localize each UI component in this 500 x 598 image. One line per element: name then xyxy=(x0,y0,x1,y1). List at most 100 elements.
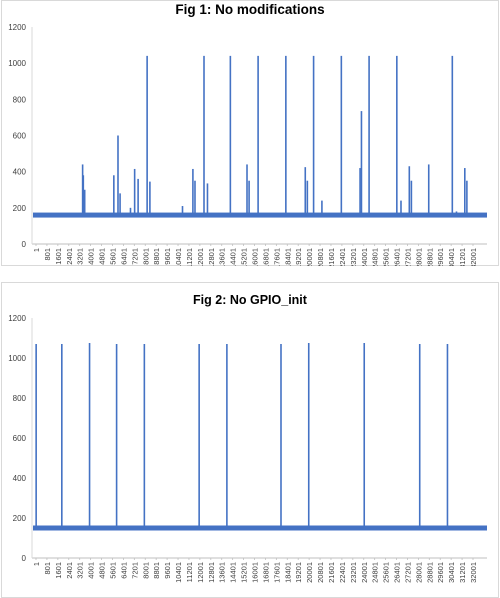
x-tick-label: 1 xyxy=(32,562,41,566)
x-tick-label: 21601 xyxy=(327,248,336,266)
series-baseline xyxy=(33,212,487,218)
x-tick-label: 7201 xyxy=(130,248,139,265)
x-tick-label: 25601 xyxy=(382,248,391,266)
y-tick-label: 1200 xyxy=(8,314,26,323)
x-tick-label: 22401 xyxy=(338,248,347,266)
y-tick-label: 400 xyxy=(13,168,27,177)
x-tick-label: 1601 xyxy=(54,248,63,265)
x-tick-label: 31201 xyxy=(458,248,467,266)
x-tick-label: 24801 xyxy=(371,248,380,266)
x-tick-label: 12001 xyxy=(196,562,205,583)
y-tick-label: 600 xyxy=(13,132,27,141)
x-tick-label: 14401 xyxy=(229,562,238,583)
x-tick-label: 4801 xyxy=(98,562,107,579)
x-tick-label: 10401 xyxy=(174,562,183,583)
x-tick-label: 32001 xyxy=(469,248,478,266)
x-tick-label: 2401 xyxy=(65,562,74,579)
x-tick-label: 28801 xyxy=(425,248,434,266)
x-tick-label: 21601 xyxy=(327,562,336,583)
x-tick-label: 15201 xyxy=(240,248,249,266)
x-tick-label: 5601 xyxy=(108,248,117,265)
x-tick-label: 20001 xyxy=(305,562,314,583)
x-tick-label: 20801 xyxy=(316,248,325,266)
x-tick-label: 1601 xyxy=(54,562,63,579)
x-tick-label: 16001 xyxy=(251,562,260,583)
x-tick-label: 17601 xyxy=(272,248,281,266)
x-tick-label: 19201 xyxy=(294,248,303,266)
x-tick-label: 16801 xyxy=(261,248,270,266)
x-tick-label: 2401 xyxy=(65,248,74,265)
x-tick-label: 8801 xyxy=(152,248,161,265)
x-tick-label: 16801 xyxy=(261,562,270,583)
y-tick-label: 1000 xyxy=(8,354,26,363)
x-tick-label: 12801 xyxy=(207,248,216,266)
y-tick-label: 1200 xyxy=(8,23,26,32)
x-tick-label: 8001 xyxy=(141,248,150,265)
x-tick-label: 28801 xyxy=(425,562,434,583)
x-tick-label: 4001 xyxy=(87,562,96,579)
x-tick-label: 30401 xyxy=(447,562,456,583)
x-tick-label: 19201 xyxy=(294,562,303,583)
x-tick-label: 22401 xyxy=(338,562,347,583)
x-tick-label: 13601 xyxy=(218,562,227,583)
x-tick-label: 20001 xyxy=(305,248,314,266)
x-tick-label: 27201 xyxy=(403,248,412,266)
chart-fig2: Fig 2: No GPIO_init020040060080010001200… xyxy=(8,293,487,583)
y-tick-label: 800 xyxy=(13,394,27,403)
x-tick-label: 30401 xyxy=(447,248,456,266)
x-tick-label: 28001 xyxy=(414,562,423,583)
x-tick-label: 12001 xyxy=(196,248,205,266)
x-tick-label: 1 xyxy=(32,248,41,252)
chart-title: Fig 2: No GPIO_init xyxy=(193,293,308,307)
x-tick-label: 5601 xyxy=(108,562,117,579)
x-tick-label: 23201 xyxy=(349,248,358,266)
y-tick-label: 600 xyxy=(13,434,27,443)
y-tick-label: 200 xyxy=(13,204,27,213)
chart-title: Fig 1: No modifications xyxy=(175,2,324,17)
series-baseline xyxy=(33,525,487,531)
y-tick-label: 800 xyxy=(13,95,27,104)
x-tick-label: 24001 xyxy=(360,562,369,583)
x-tick-label: 15201 xyxy=(240,562,249,583)
x-tick-label: 4001 xyxy=(87,248,96,265)
x-tick-label: 24801 xyxy=(371,562,380,583)
y-tick-label: 200 xyxy=(13,514,27,523)
x-tick-label: 26401 xyxy=(393,562,402,583)
x-tick-label: 3201 xyxy=(76,562,85,579)
x-tick-label: 25601 xyxy=(382,562,391,583)
chart-panel-fig2: Fig 2: No GPIO_init 0 200 400 600 800 1000 1200… xyxy=(0,282,500,598)
x-tick-label: 18401 xyxy=(283,248,292,266)
x-tick-label: 26401 xyxy=(393,248,402,266)
chart-panel-fig1: Fig 1: No modifications 0 200 400 600 800 1000… xyxy=(0,0,500,266)
x-tick-label: 9601 xyxy=(163,248,172,265)
x-tick-label: 32001 xyxy=(469,562,478,583)
y-tick-label: 0 xyxy=(22,554,27,563)
x-tick-label: 12801 xyxy=(207,562,216,583)
x-tick-label: 3201 xyxy=(76,248,85,265)
x-tick-label: 8801 xyxy=(152,562,161,579)
x-tick-label: 13601 xyxy=(218,248,227,266)
panel-gap xyxy=(0,266,500,282)
x-tick-label: 14401 xyxy=(229,248,238,266)
chart-fig1: Fig 1: No modifications 0 200 400 600 800 1000… xyxy=(8,2,487,266)
x-tick-label: 801 xyxy=(43,248,52,261)
x-tick-label: 6401 xyxy=(119,562,128,579)
y-tick-label: 1000 xyxy=(8,59,26,68)
x-tick-label: 16001 xyxy=(251,248,260,266)
x-tick-label: 17601 xyxy=(272,562,281,583)
x-tick-label: 11201 xyxy=(185,248,194,266)
x-tick-label: 801 xyxy=(43,562,52,575)
x-tick-label: 6401 xyxy=(119,248,128,265)
x-tick-label: 8001 xyxy=(141,562,150,579)
x-tick-label: 23201 xyxy=(349,562,358,583)
x-tick-label: 27201 xyxy=(403,562,412,583)
x-tick-label: 4801 xyxy=(98,248,107,265)
x-tick-label: 24001 xyxy=(360,248,369,266)
x-tick-label: 28001 xyxy=(414,248,423,266)
x-tick-label: 7201 xyxy=(130,562,139,579)
x-tick-label: 11201 xyxy=(185,562,194,582)
y-tick-label: 0 xyxy=(22,240,27,249)
x-tick-label: 18401 xyxy=(283,562,292,583)
x-tick-label: 20801 xyxy=(316,562,325,583)
x-tick-label: 29601 xyxy=(436,248,445,266)
